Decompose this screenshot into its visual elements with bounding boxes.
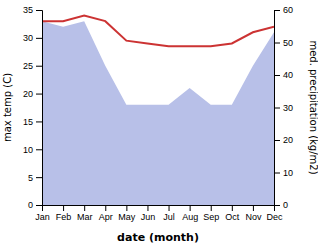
y-tick: 10	[23, 145, 42, 155]
tick-label: 10	[23, 145, 33, 155]
x-tick: Dec	[266, 205, 283, 222]
tick-label: 60	[283, 5, 293, 15]
y2-tick: 40	[274, 70, 293, 80]
y-tick: 25	[23, 61, 42, 71]
tick-label: Jun	[141, 212, 156, 222]
tick-mark	[84, 205, 85, 211]
y2-tick: 20	[274, 135, 293, 145]
tick-label: 15	[23, 117, 33, 127]
tick-mark	[274, 10, 280, 11]
tick-label: Nov	[245, 212, 262, 222]
x-tick: Apr	[99, 205, 113, 222]
x-axis: Jan Feb Mar Apr May Jun Jul Aug Sep Oct Nov Dec	[35, 205, 283, 222]
tick-label: 5	[28, 173, 33, 183]
tick-label: Jan	[35, 212, 50, 222]
x-tick: Mar	[77, 205, 93, 222]
tick-label: 20	[23, 89, 33, 99]
x-tick: Sep	[203, 205, 219, 222]
tick-mark	[36, 177, 42, 178]
tick-label: Jul	[163, 212, 175, 222]
x-tick: Aug	[182, 205, 198, 222]
tick-label: 25	[23, 61, 33, 71]
y-tick: 30	[23, 33, 42, 43]
tick-mark	[36, 121, 42, 122]
tick-mark	[36, 10, 42, 11]
tick-label: 30	[283, 103, 293, 113]
plot: JanFebMarAprMayJunJulAugSepOctNovDec0510…	[23, 5, 293, 222]
x-axis-title: date (month)	[117, 231, 199, 244]
y2-axis: 0 10 20 30 40 50 60	[274, 5, 293, 210]
tick-mark	[36, 149, 42, 150]
tick-label: Oct	[225, 212, 240, 222]
y-tick: 15	[23, 117, 42, 127]
axis-line	[275, 11, 281, 206]
tick-label: Dec	[266, 212, 283, 222]
y-axis: 0 5 10 15 20 25 30 35	[23, 5, 43, 210]
tick-mark	[274, 75, 280, 76]
tick-mark	[274, 43, 280, 44]
tick-mark	[211, 205, 212, 211]
y-tick: 35	[23, 5, 42, 15]
tick-label: 50	[283, 38, 293, 48]
tick-label: May	[118, 212, 136, 222]
tick-mark	[232, 205, 233, 211]
axis-line	[36, 11, 43, 206]
x-tick: May	[118, 205, 136, 222]
tick-mark	[36, 205, 42, 206]
tick-label: Sep	[203, 212, 219, 222]
x-tick: Oct	[225, 205, 240, 222]
tick-label: 35	[23, 5, 33, 15]
tick-mark	[126, 205, 127, 211]
tick-mark	[274, 205, 280, 206]
tick-mark	[36, 94, 42, 95]
x-tick: Feb	[56, 205, 72, 222]
tick-mark	[274, 140, 280, 141]
y2-tick: 50	[274, 38, 293, 48]
tick-mark	[63, 205, 64, 211]
x-tick: Jul	[163, 205, 175, 222]
area	[42, 21, 274, 205]
y2-tick: 10	[274, 168, 293, 178]
tick-label: Mar	[77, 212, 93, 222]
tick-mark	[253, 205, 254, 211]
tick-label: Apr	[99, 212, 113, 222]
tick-label: 0	[28, 200, 33, 210]
y2-tick: 30	[274, 103, 293, 113]
tick-mark	[105, 205, 106, 211]
tick-label: 20	[283, 135, 293, 145]
tick-mark	[190, 205, 191, 211]
y-tick: 0	[28, 200, 42, 210]
tick-mark	[36, 38, 42, 39]
tick-label: 0	[283, 200, 288, 210]
tick-mark	[36, 66, 42, 67]
marks	[42, 16, 274, 205]
y-tick: 5	[28, 173, 42, 183]
x-tick: Nov	[245, 205, 262, 222]
tick-mark	[169, 205, 170, 211]
tick-mark	[274, 108, 280, 109]
y-tick: 20	[23, 89, 42, 99]
y2-axis-title: med. precipitation (kg/m2)	[308, 40, 318, 174]
y2-tick: 60	[274, 5, 293, 15]
tick-mark	[274, 173, 280, 174]
y-axis-title: max temp (C)	[2, 73, 13, 142]
tick-label: 40	[283, 70, 293, 80]
axis-line	[43, 206, 275, 212]
tick-mark	[147, 205, 148, 211]
chart: JanFebMarAprMayJunJulAugSepOctNovDec0510…	[0, 0, 318, 247]
y2-tick: 0	[274, 200, 288, 210]
tick-label: Feb	[56, 212, 72, 222]
tick-label: Aug	[182, 212, 198, 222]
line	[42, 16, 274, 47]
tick-label: 10	[283, 168, 293, 178]
tick-label: 30	[23, 33, 33, 43]
x-tick: Jan	[35, 205, 50, 222]
x-tick: Jun	[141, 205, 156, 222]
